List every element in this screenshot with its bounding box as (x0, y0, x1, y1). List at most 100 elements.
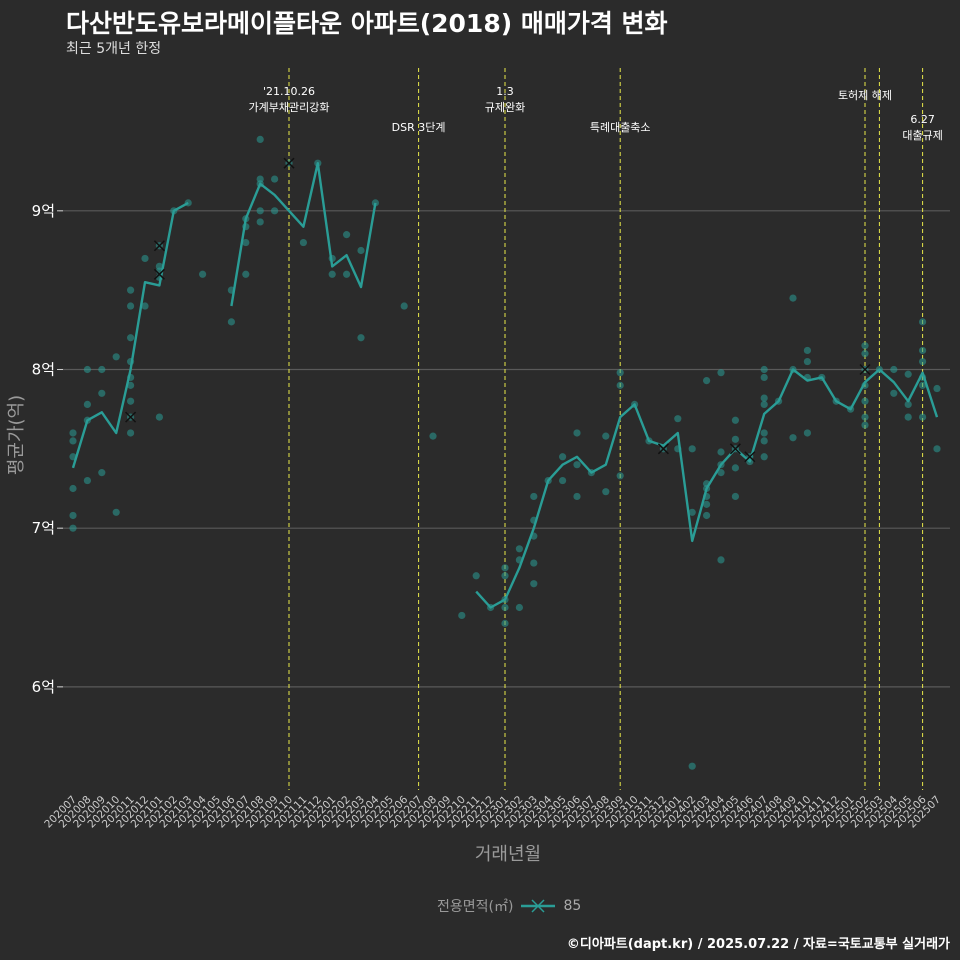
transaction-point (83, 365, 91, 374)
transaction-point (328, 270, 336, 278)
transaction-point (271, 207, 279, 215)
cross-stroke (657, 443, 669, 455)
transaction-point (760, 365, 768, 374)
event-label: 대출규제 (902, 129, 942, 142)
transaction-point (890, 389, 898, 397)
transaction-point (717, 469, 725, 477)
cross-stroke (153, 240, 165, 252)
transaction-point (242, 270, 250, 278)
transaction-point (227, 318, 235, 326)
transaction-point (731, 435, 740, 443)
transaction-point (933, 384, 941, 393)
transaction-point (789, 294, 797, 302)
transaction-point (904, 400, 912, 409)
transaction-point (904, 370, 912, 378)
average-price-line (71, 161, 939, 609)
transaction-point (501, 564, 509, 572)
legend-item-85: 85 (563, 898, 582, 914)
transaction-point (98, 389, 106, 397)
y-axis-label: 평균가(억) (6, 395, 27, 475)
average-price-segment (71, 201, 189, 469)
transaction-point (299, 238, 307, 247)
transaction-point (919, 381, 927, 389)
transaction-point (271, 175, 279, 183)
transaction-point (573, 461, 581, 469)
y-tick-label: 6억 (32, 678, 55, 696)
chart-subtitle: 최근 5개년 한정 (66, 41, 162, 57)
y-tick-label: 8억 (32, 360, 55, 378)
transaction-point (501, 572, 509, 580)
event-label: 규제완화 (485, 101, 525, 114)
transaction-point (256, 218, 264, 226)
transaction-point (127, 381, 135, 389)
transaction-point (155, 413, 163, 421)
y-tick-label: 7억 (32, 519, 55, 537)
transaction-point (573, 492, 581, 501)
transaction-point (69, 484, 77, 493)
transaction-point (127, 429, 135, 437)
transaction-point (141, 302, 149, 310)
event-label: 6.27 (910, 113, 935, 126)
transaction-point (357, 334, 365, 342)
transaction-point (919, 357, 927, 366)
transaction-point (256, 207, 264, 215)
transaction-point (256, 135, 264, 144)
transaction-point (803, 357, 812, 366)
transaction-point (429, 432, 437, 440)
transaction-point (112, 508, 120, 516)
transaction-point (861, 421, 869, 429)
transaction-point (760, 429, 768, 437)
transaction-point (760, 453, 768, 461)
legend-key-icon (521, 899, 556, 913)
transaction-point (98, 365, 106, 374)
cross-stroke (744, 451, 756, 463)
transaction-point (717, 448, 725, 456)
transaction-point (717, 556, 725, 564)
average-price-segment (475, 368, 939, 609)
transaction-point (731, 416, 740, 424)
transaction-point (501, 619, 509, 627)
transaction-point (717, 369, 725, 377)
transaction-point (602, 488, 610, 496)
event-label: 특례대출축소 (590, 121, 651, 134)
legend: 전용면적(㎡) 85 (437, 896, 581, 916)
transaction-point (861, 397, 869, 405)
transaction-point (616, 472, 624, 480)
transaction-point (919, 413, 927, 421)
transaction-point (803, 429, 812, 437)
transaction-point (688, 508, 696, 516)
event-label: 가계부채관리강화 (249, 101, 330, 114)
transaction-point (674, 415, 682, 423)
transaction-point (69, 524, 77, 532)
transaction-point (789, 434, 797, 442)
transaction-point (731, 464, 740, 472)
cross-marker (283, 157, 295, 169)
cross-stroke (125, 411, 137, 423)
transaction-point (69, 511, 77, 520)
transaction-point (242, 238, 250, 247)
transaction-point (458, 611, 466, 620)
transaction-point (127, 397, 135, 405)
cross-marker (859, 363, 871, 376)
transaction-point (760, 373, 768, 382)
transaction-point (890, 365, 898, 374)
transaction-point (919, 318, 927, 326)
cross-marker (153, 240, 165, 252)
transaction-point (155, 262, 163, 270)
transaction-point (616, 369, 624, 377)
transaction-point (83, 476, 91, 485)
transaction-point (530, 580, 538, 588)
transaction-point (343, 231, 351, 239)
average-price-segment (230, 161, 377, 307)
transaction-point (688, 445, 696, 453)
transaction-point (559, 476, 567, 485)
cross-marker (125, 411, 137, 423)
transaction-point (703, 511, 711, 520)
transaction-point (530, 492, 538, 501)
axes: 6억7억8억9억20200720200820200920201020201120… (32, 202, 943, 831)
transaction-point (69, 429, 77, 437)
chart-title: 다산반도유보라메이플타운 아파트(2018) 매매가격 변화 (66, 9, 668, 38)
transaction-point (688, 762, 696, 770)
source-caption: ©디아파트(dapt.kr) / 2025.07.22 / 자료=국토교통부 실… (566, 937, 950, 952)
